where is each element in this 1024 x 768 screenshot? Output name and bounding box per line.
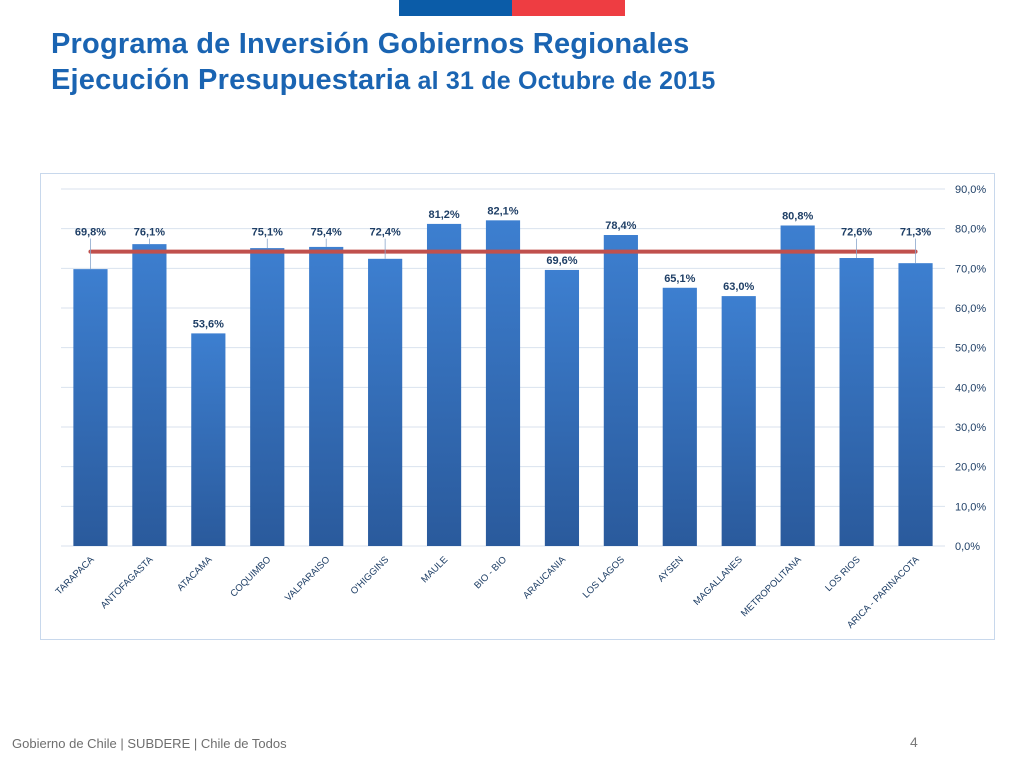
category-label: ARAUCANIA	[521, 554, 568, 601]
y-tick-label: 60,0%	[955, 303, 986, 315]
category-label: METROPOLITANA	[739, 554, 804, 619]
category-label: ANTOFAGASTA	[99, 554, 156, 611]
y-tick-label: 70,0%	[955, 263, 986, 275]
title-line-2-bold: Ejecución Presupuestaria	[51, 64, 411, 96]
bar-value-label: 80,8%	[782, 210, 813, 222]
bar-value-label: 75,4%	[311, 227, 342, 239]
category-label: LOS LAGOS	[581, 554, 627, 600]
y-tick-label: 90,0%	[955, 184, 986, 196]
category-label: COQUIMBO	[228, 554, 273, 599]
y-tick-label: 0,0%	[955, 541, 980, 553]
bar-value-label: 75,1%	[252, 227, 283, 239]
chart-frame: 69,8% 76,1% 53,6% 75,1% 75,4% 72,4% 81,2% 82,1%…	[40, 173, 995, 640]
title-line-1: Programa de Inversión Gobiernos Regional…	[51, 28, 690, 60]
bar-value-label: 71,3%	[900, 227, 931, 239]
category-label: MAULE	[419, 554, 450, 585]
bar-value-label: 53,6%	[193, 318, 224, 330]
page-number: 4	[910, 734, 918, 750]
bar-value-label: 78,4%	[605, 220, 636, 232]
bar	[191, 333, 226, 546]
bar-value-label: 65,1%	[664, 273, 695, 285]
y-tick-label: 40,0%	[955, 382, 986, 394]
y-tick-label: 20,0%	[955, 462, 986, 474]
bar	[603, 235, 638, 546]
bar-value-label: 69,8%	[75, 227, 106, 239]
category-label: BIO - BIO	[472, 554, 509, 591]
bar	[485, 220, 521, 546]
category-label: O'HIGGINS	[349, 554, 392, 597]
category-label: AYSEN	[656, 554, 686, 584]
y-tick-label: 80,0%	[955, 224, 986, 236]
bar-value-label: 81,2%	[428, 209, 459, 221]
title-line-2-rest: al 31 de Octubre de 2015	[410, 67, 716, 95]
bar	[898, 263, 933, 546]
y-tick-label: 10,0%	[955, 501, 986, 513]
bar-value-label: 69,6%	[546, 255, 577, 267]
bar	[73, 269, 108, 546]
y-tick-label: 30,0%	[955, 422, 986, 434]
bar-value-label: 63,0%	[723, 281, 754, 293]
bar	[839, 258, 874, 546]
bar	[544, 269, 580, 546]
category-label: ATACAMA	[175, 554, 215, 594]
bar	[368, 258, 403, 546]
flag-red-stripe	[512, 0, 625, 16]
bar	[780, 225, 815, 546]
bar	[721, 296, 756, 546]
bar	[662, 287, 697, 546]
bar-value-label: 72,6%	[841, 227, 872, 239]
bar-value-label: 76,1%	[134, 227, 165, 239]
bar	[132, 244, 167, 546]
bar-value-label: 72,4%	[370, 227, 401, 239]
category-label: LOS RIOS	[823, 554, 863, 594]
bar	[250, 248, 285, 546]
slide-title: Programa de Inversión Gobiernos Regional…	[51, 26, 716, 99]
footer-text: Gobierno de Chile | SUBDERE | Chile de T…	[12, 736, 287, 751]
y-tick-label: 50,0%	[955, 343, 986, 355]
bar	[426, 223, 462, 546]
category-label: VALPARAISO	[283, 554, 332, 603]
category-label: TARAPACA	[54, 554, 97, 597]
bar-value-label: 82,1%	[487, 205, 518, 217]
bar	[309, 246, 344, 546]
category-label: MAGALLANES	[692, 554, 745, 607]
title-line-2: Ejecución Presupuestaria al 31 de Octubr…	[51, 62, 716, 99]
bar-chart: 69,8% 76,1% 53,6% 75,1% 75,4% 72,4% 81,2% 82,1%…	[54, 184, 987, 631]
flag-blue-stripe	[399, 0, 512, 16]
